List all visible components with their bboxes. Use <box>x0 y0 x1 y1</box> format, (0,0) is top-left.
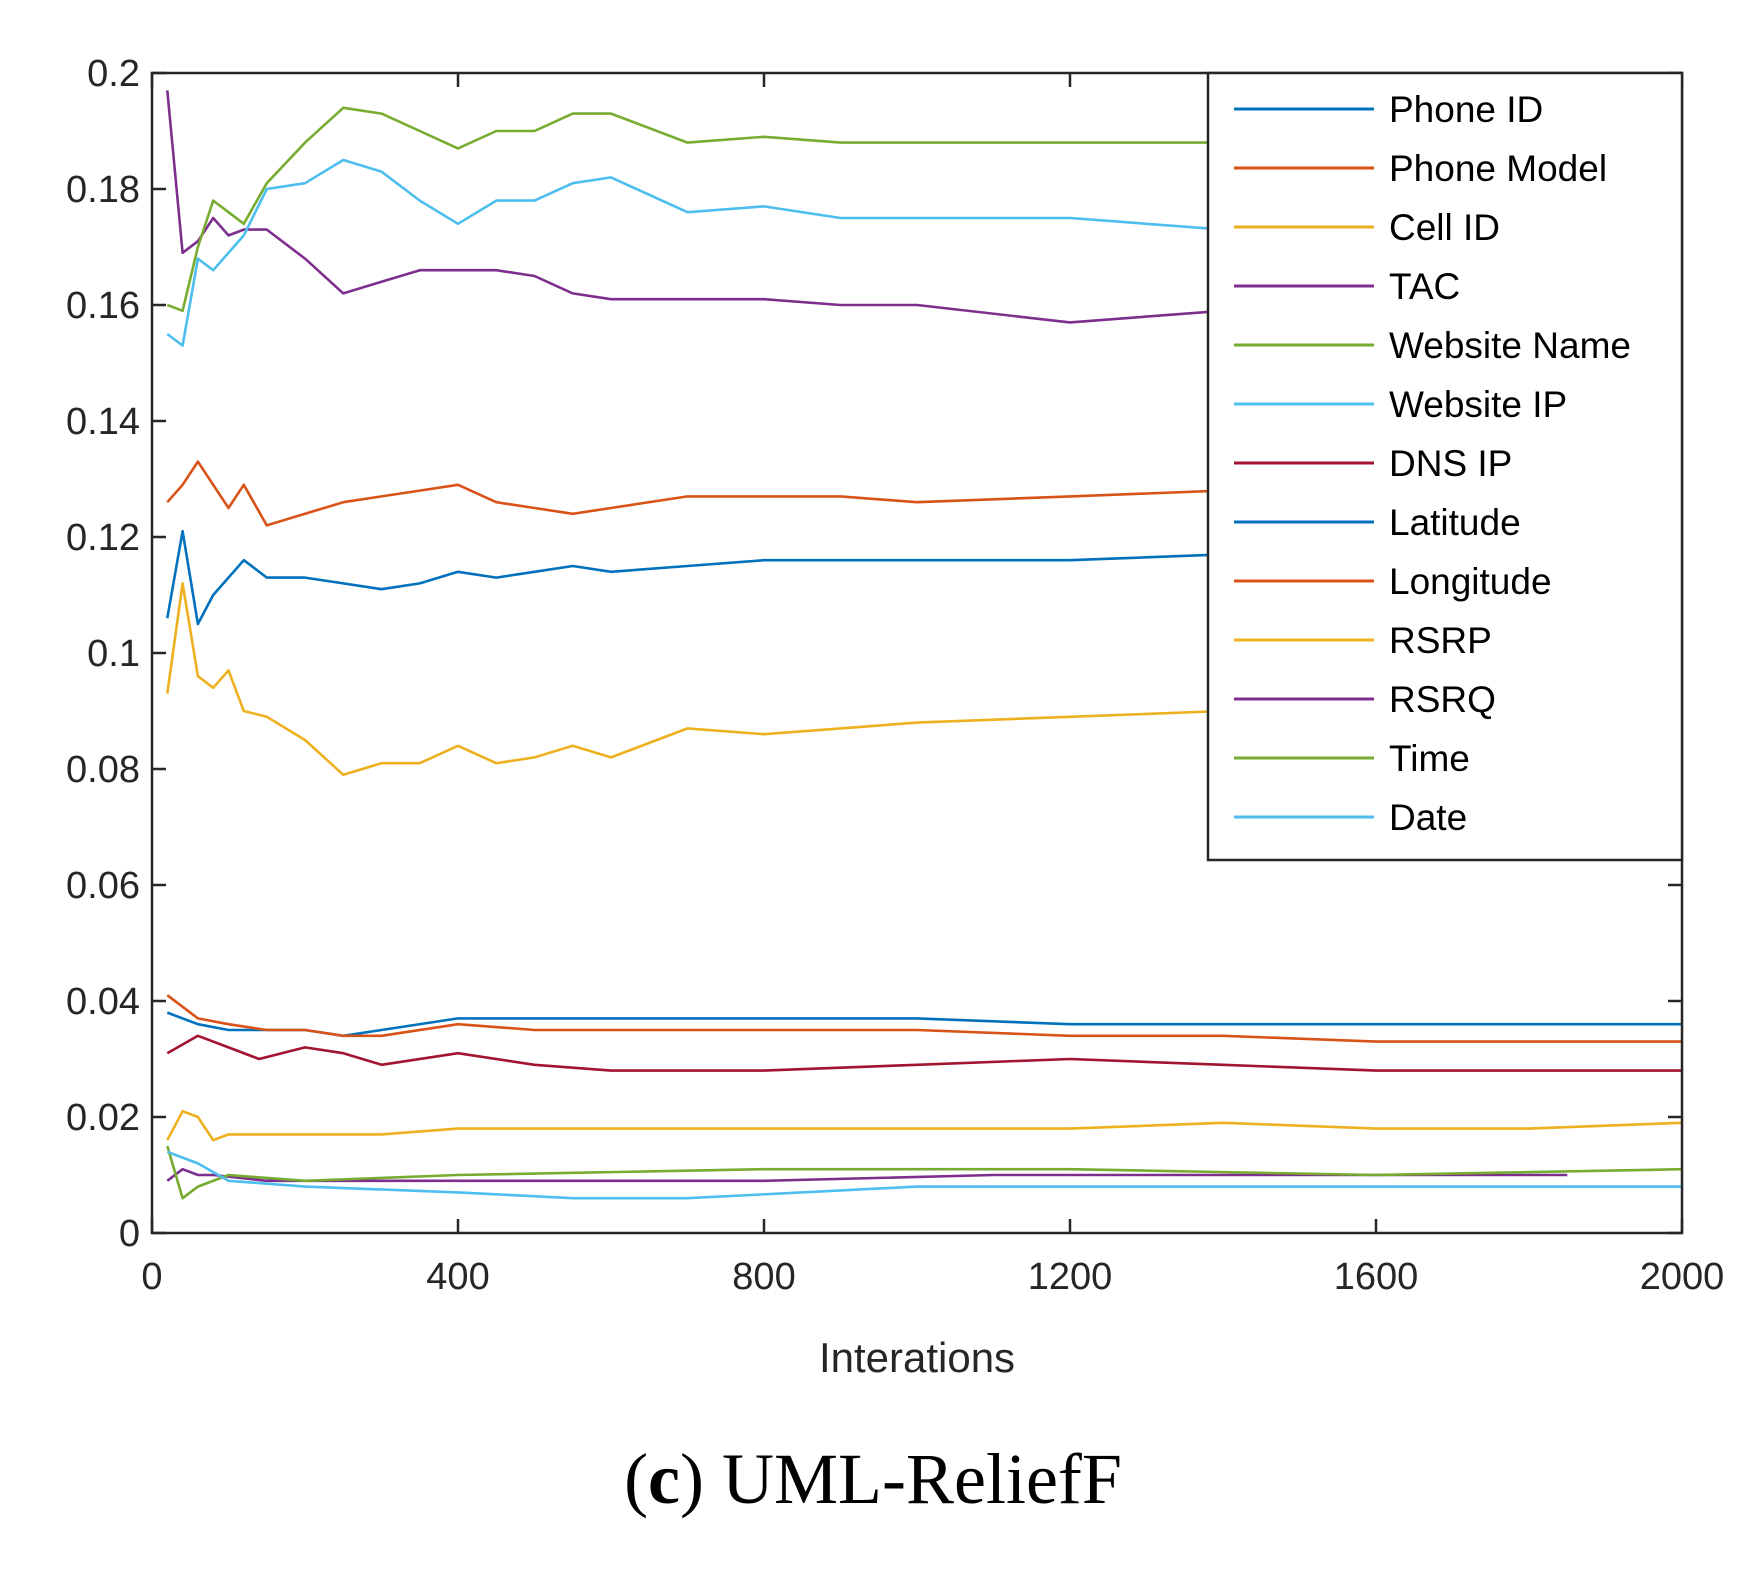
x-tick-label: 1600 <box>1334 1256 1419 1298</box>
y-tick-label: 0.08 <box>66 749 140 791</box>
y-tick-label: 0.02 <box>66 1097 140 1139</box>
series-line-latitude <box>166 1011 1682 1038</box>
y-tick-label: 0.04 <box>66 981 140 1023</box>
y-tick-label: 0.1 <box>87 633 140 675</box>
legend-label: Time <box>1389 738 1470 779</box>
legend-label: Latitude <box>1389 502 1521 543</box>
legend-label: Cell ID <box>1389 207 1500 248</box>
y-tick-label: 0.2 <box>87 53 140 95</box>
y-tick-label: 0.14 <box>66 401 140 443</box>
legend-label: RSRQ <box>1389 679 1496 720</box>
axis-ticks: 0 0.02 0.04 0.06 0.08 0.1 0.12 0.14 0.16 0.18 0.2 0… <box>66 53 1724 1298</box>
series-line-time <box>166 1145 1683 1200</box>
legend-box <box>1206 71 1684 862</box>
series-line-rsrp <box>166 1109 1683 1142</box>
series-line-rsrq <box>166 1167 1568 1183</box>
series-line-dns-ip <box>166 1034 1682 1072</box>
caption-text: UML-ReliefF <box>704 1439 1122 1519</box>
legend-label: Longitude <box>1389 561 1552 602</box>
legend-label: Phone Model <box>1389 148 1607 189</box>
x-tick-label: 400 <box>426 1256 489 1298</box>
series-line-phone-model <box>166 460 1224 527</box>
series-line-longitude <box>166 994 1682 1043</box>
series-line-website-name <box>166 106 1223 313</box>
series-lines <box>166 90 1683 1200</box>
series-line-website-ip <box>166 158 1224 347</box>
series-line-cell-id <box>166 582 1224 777</box>
y-tick-label: 0.18 <box>66 169 140 211</box>
y-tick-label: 0.16 <box>66 285 140 327</box>
caption-letter: c <box>648 1439 681 1519</box>
legend-label: Phone ID <box>1389 89 1543 130</box>
series-line-tac <box>166 90 1224 324</box>
series-line-date <box>166 1150 1682 1200</box>
legend-label: Website Name <box>1389 325 1631 366</box>
legend-label: RSRP <box>1389 620 1492 661</box>
series-line-phone-id <box>166 529 1224 626</box>
legend-label: TAC <box>1389 266 1460 307</box>
legend-label: Date <box>1389 797 1467 838</box>
x-tick-label: 2000 <box>1640 1256 1725 1298</box>
y-tick-label: 0.12 <box>66 517 140 559</box>
legend: Phone ID Phone Model Cell ID TAC Website Nam… <box>1206 71 1684 862</box>
legend-label: Website IP <box>1389 384 1567 425</box>
figure-caption: (c) UML-ReliefF <box>624 1439 1122 1519</box>
x-axis-title: Interations <box>819 1334 1015 1381</box>
x-tick-label: 800 <box>732 1256 795 1298</box>
y-tick-label: 0.06 <box>66 865 140 907</box>
x-tick-label: 1200 <box>1028 1256 1113 1298</box>
x-tick-label: 0 <box>141 1256 162 1298</box>
legend-label: DNS IP <box>1389 443 1512 484</box>
y-tick-label: 0 <box>119 1213 140 1255</box>
